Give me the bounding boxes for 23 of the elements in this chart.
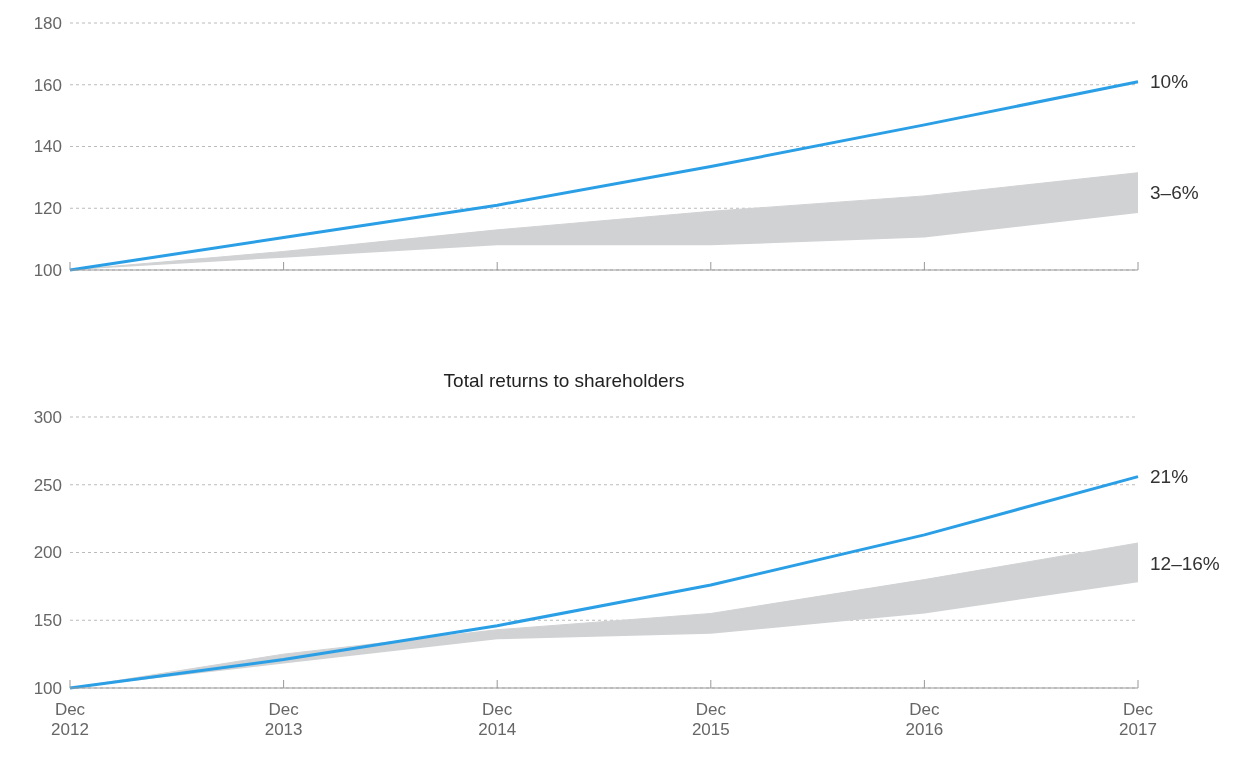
y-tick-label: 300 [33, 407, 62, 427]
line-series [68, 80, 1140, 272]
y-tick-label: 160 [33, 75, 62, 95]
x-tick-label: Dec 2014 [478, 700, 517, 740]
x-tick-label: Dec 2013 [264, 700, 303, 740]
x-tick-label: Dec 2015 [691, 700, 730, 740]
x-tick-label: Dec 2016 [905, 700, 944, 740]
annotation: 21% [1150, 466, 1189, 488]
y-tick-label: 100 [33, 260, 62, 280]
y-tick-label: 150 [33, 611, 62, 631]
y-tick-label: 250 [33, 475, 62, 495]
annotation: 12–16% [1150, 552, 1220, 574]
y-tick-label: 120 [33, 199, 62, 219]
text: 3–6% [1150, 182, 1199, 204]
text: 10% [1150, 71, 1189, 93]
y-tick-label: 200 [33, 543, 62, 563]
chart-title: Total returns to shareholders [443, 370, 685, 391]
y-tick-label: 140 [33, 137, 62, 157]
x-tick-label: Dec 2012 [51, 700, 89, 740]
line-series [68, 475, 1140, 690]
x-tick-label: Dec 2017 [1119, 700, 1157, 740]
y-tick-label: 100 [33, 678, 62, 698]
y-tick-label: 180 [33, 13, 62, 33]
